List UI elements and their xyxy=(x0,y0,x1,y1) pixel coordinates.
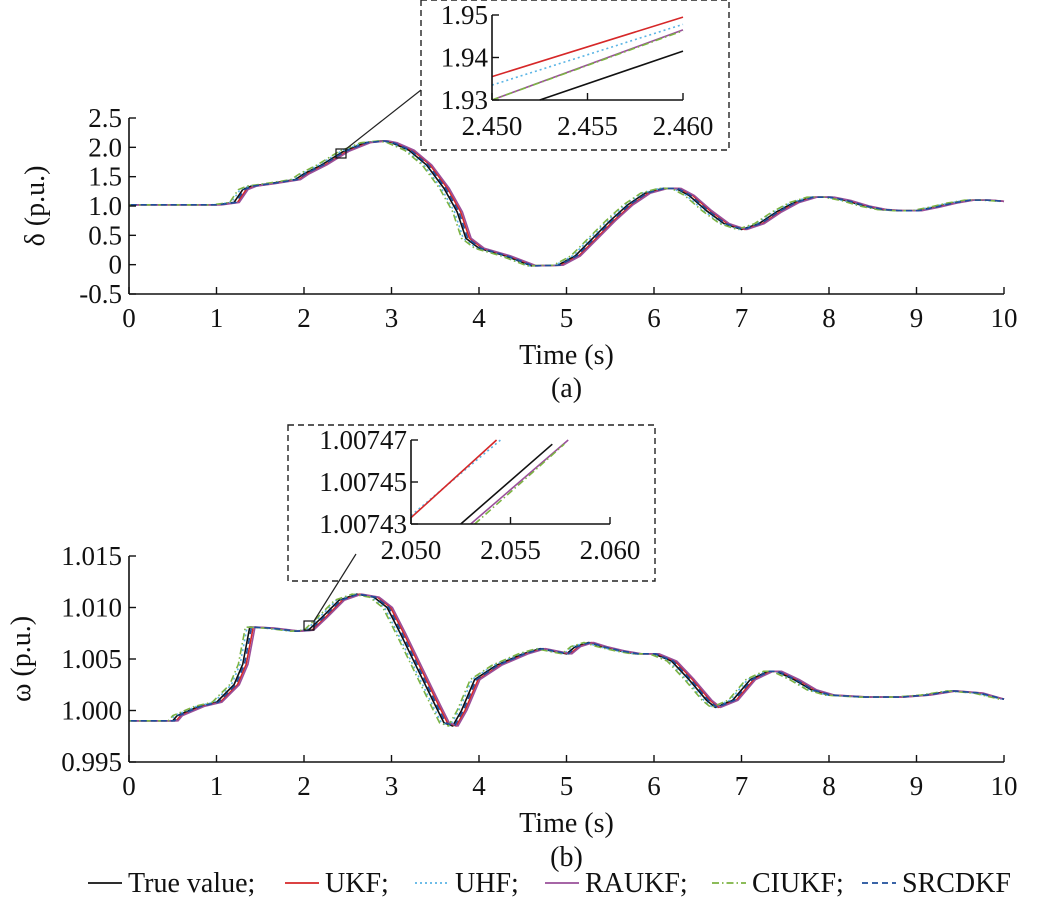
y-tick-label: 0.5 xyxy=(88,220,122,250)
panel-caption: (a) xyxy=(551,373,582,404)
x-tick-label: 9 xyxy=(910,303,924,333)
series-line-true-value xyxy=(129,140,1005,267)
zoom-leader xyxy=(345,89,422,150)
x-tick-label: 8 xyxy=(822,303,836,333)
series-line-ukf xyxy=(132,140,1005,267)
y-tick-label: 0 xyxy=(109,250,123,280)
zoom-marker xyxy=(335,148,347,159)
inset-x-tick-label: 2.455 xyxy=(557,111,618,141)
y-tick-label: 1.0 xyxy=(88,191,122,221)
series-line-raukf xyxy=(134,140,1005,267)
inset-y-tick-label: 1.00743 xyxy=(319,509,407,539)
inset-line-ukf xyxy=(491,16,684,78)
legend-label: CIUKF; xyxy=(752,868,844,899)
inset-line-true-value xyxy=(539,50,684,101)
zoom-marker xyxy=(303,620,315,631)
x-tick-label: 6 xyxy=(647,303,661,333)
inset-frame xyxy=(420,0,730,151)
x-axis-title: Time (s) xyxy=(519,808,614,839)
inset-line-ukf xyxy=(410,439,498,519)
x-tick-label: 3 xyxy=(385,771,399,801)
x-tick-label: 5 xyxy=(560,303,574,333)
series-line-srcdkf xyxy=(130,593,1005,727)
x-tick-label: 10 xyxy=(991,771,1018,801)
y-tick-label: 2.5 xyxy=(88,103,122,133)
y-tick-label: 2.0 xyxy=(88,132,122,162)
x-tick-label: 9 xyxy=(910,771,924,801)
x-tick-label: 7 xyxy=(735,771,749,801)
y-axis-title: ω (p.u.) xyxy=(6,616,37,702)
inset-line-ciukf xyxy=(474,443,565,525)
x-tick-label: 4 xyxy=(472,771,486,801)
series-line-ciukf xyxy=(129,140,1000,267)
x-tick-label: 8 xyxy=(822,771,836,801)
y-tick-label: -0.5 xyxy=(79,279,122,309)
y-tick-label: 0.995 xyxy=(61,747,122,777)
y-tick-label: 1.010 xyxy=(61,593,122,623)
panel-b: 0 1 2 3 4 5 6 7 8 9 10 0.995 1.000 1.005 1.010 1.015 Tim… xyxy=(6,424,1018,873)
legend-label: True value; xyxy=(128,868,255,899)
legend: True value; UKF; UHF; RAUKF; CIUKF; SRCDKF xyxy=(88,868,1011,899)
y-tick-label: 1.015 xyxy=(61,541,122,571)
legend-label: UHF; xyxy=(455,868,519,899)
x-tick-label: 0 xyxy=(122,771,136,801)
inset-line-true-value xyxy=(460,443,553,525)
y-tick-label: 1.5 xyxy=(88,162,122,192)
x-tick-label: 4 xyxy=(472,303,486,333)
series-line-true-value xyxy=(129,593,1005,727)
x-tick-label: 3 xyxy=(385,303,399,333)
series-line-ciukf xyxy=(129,593,1000,727)
inset-y-tick-label: 1.00745 xyxy=(319,467,407,497)
series-line-srcdkf xyxy=(130,140,1005,267)
legend-label: UKF; xyxy=(325,868,389,899)
inset-y-tick-label: 1.95 xyxy=(441,0,488,30)
x-tick-label: 1 xyxy=(210,303,224,333)
inset-x-tick-label: 2.060 xyxy=(580,535,641,565)
series-line-ukf xyxy=(132,593,1005,727)
panel-caption: (b) xyxy=(550,842,583,873)
x-axis-title: Time (s) xyxy=(519,340,614,371)
inset-line-uhf xyxy=(491,23,684,86)
x-tick-label: 1 xyxy=(210,771,224,801)
legend-label: RAUKF; xyxy=(585,868,688,899)
inset-frame xyxy=(287,424,656,582)
inset-y-tick-label: 1.00747 xyxy=(319,425,407,455)
series-line-uhf xyxy=(129,140,1002,267)
inset-y-tick-label: 1.94 xyxy=(441,43,489,73)
x-tick-label: 7 xyxy=(735,303,749,333)
series-line-raukf xyxy=(134,593,1005,727)
x-tick-label: 2 xyxy=(297,303,311,333)
x-tick-label: 5 xyxy=(560,771,574,801)
x-tick-label: 10 xyxy=(991,303,1018,333)
zoom-leader xyxy=(313,553,357,622)
inset-y-tick-label: 1.93 xyxy=(441,85,488,115)
inset-x-tick-label: 2.050 xyxy=(381,535,442,565)
x-tick-label: 2 xyxy=(297,771,311,801)
y-tick-label: 1.000 xyxy=(61,696,122,726)
series-line-uhf xyxy=(129,593,1002,727)
y-axis-title: δ (p.u.) xyxy=(20,166,51,247)
x-tick-label: 6 xyxy=(647,771,661,801)
inset-x-tick-label: 2.055 xyxy=(480,535,541,565)
inset-line-ciukf xyxy=(491,29,684,101)
inset-x-tick-label: 2.450 xyxy=(462,111,523,141)
legend-label: SRCDKF xyxy=(902,868,1011,899)
x-tick-label: 0 xyxy=(122,303,136,333)
y-tick-label: 1.005 xyxy=(61,644,122,674)
inset-line-raukf xyxy=(470,439,569,525)
inset-x-tick-label: 2.460 xyxy=(653,111,714,141)
